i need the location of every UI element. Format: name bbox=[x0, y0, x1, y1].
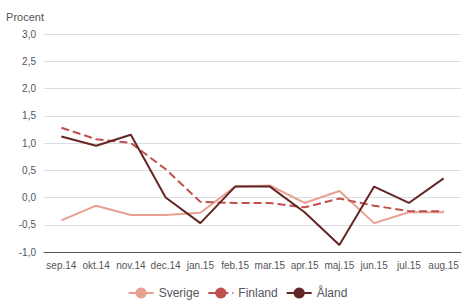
svg-text:nov.14: nov.14 bbox=[116, 260, 146, 271]
svg-text:0,5: 0,5 bbox=[22, 165, 36, 176]
svg-text:-1,0: -1,0 bbox=[19, 247, 37, 258]
svg-text:mar.15: mar.15 bbox=[255, 260, 286, 271]
svg-text:1,5: 1,5 bbox=[22, 110, 36, 121]
svg-text:jun.15: jun.15 bbox=[360, 260, 389, 271]
svg-text:0,0: 0,0 bbox=[22, 192, 36, 203]
svg-text:Procent: Procent bbox=[6, 11, 44, 23]
svg-text:maj.15: maj.15 bbox=[324, 260, 354, 271]
svg-text:2,0: 2,0 bbox=[22, 83, 36, 94]
svg-text:jul.15: jul.15 bbox=[396, 260, 421, 271]
svg-text:Åland: Åland bbox=[317, 285, 348, 300]
svg-text:apr.15: apr.15 bbox=[291, 260, 319, 271]
svg-text:2,5: 2,5 bbox=[22, 56, 36, 67]
svg-text:3,0: 3,0 bbox=[22, 29, 36, 40]
svg-text:okt.14: okt.14 bbox=[83, 260, 111, 271]
svg-text:1,0: 1,0 bbox=[22, 138, 36, 149]
svg-text:Sverige: Sverige bbox=[159, 286, 200, 300]
svg-text:-0,5: -0,5 bbox=[19, 219, 37, 230]
svg-text:sep.14: sep.14 bbox=[46, 260, 76, 271]
svg-text:jan.15: jan.15 bbox=[186, 260, 215, 271]
svg-text:aug.15: aug.15 bbox=[428, 260, 459, 271]
svg-text:feb.15: feb.15 bbox=[221, 260, 249, 271]
svg-text:dec.14: dec.14 bbox=[151, 260, 181, 271]
svg-text:Finland: Finland bbox=[238, 286, 277, 300]
